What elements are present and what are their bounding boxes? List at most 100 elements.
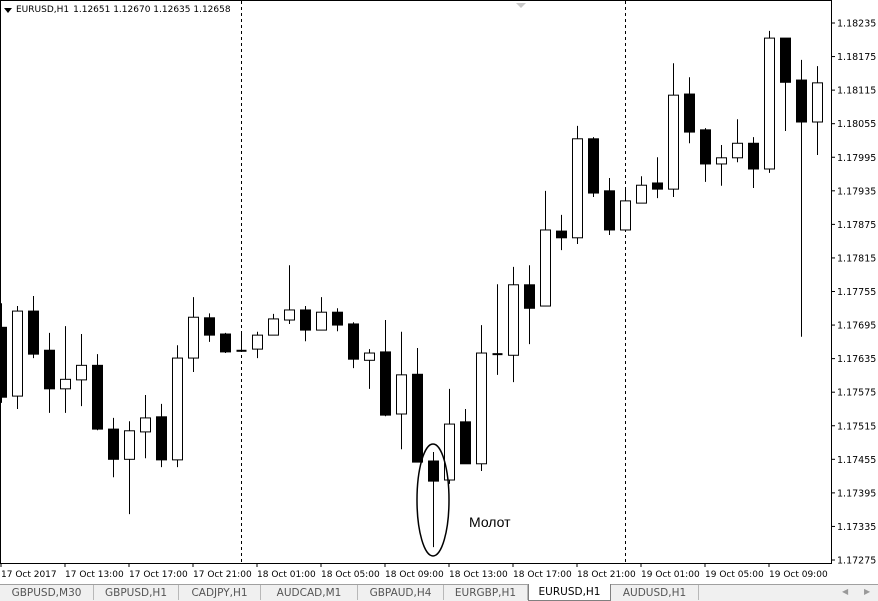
x-tick-label: 18 Oct 17:00 [513, 570, 572, 580]
candle-body [700, 129, 711, 165]
candle [0, 303, 7, 403]
candle-body [364, 352, 375, 361]
candle [268, 313, 279, 336]
tab-eurusd-h1[interactable]: EURUSD,H1 [528, 584, 611, 601]
x-tick-label: 19 Oct 05:00 [705, 570, 764, 580]
chart-tabs: ◀ ▶ GBPUSD,M30 GBPUSD,H1 CADJPY,H1 AUDCAD,M… [0, 584, 878, 601]
candle [140, 394, 151, 459]
candle [188, 297, 199, 373]
candle [812, 66, 823, 156]
y-tick-label: 1.18235 [837, 19, 876, 30]
tab-gbpusd-m30[interactable]: GBPUSD,M30 [0, 585, 94, 600]
candle [252, 331, 263, 359]
candle-body [140, 417, 151, 433]
y-tick-label: 1.17515 [837, 421, 876, 432]
candle-body [796, 79, 807, 123]
candle-body [156, 416, 167, 461]
candle [28, 295, 39, 359]
time-axis[interactable]: 17 Oct 2017 17 Oct 13:00 17 Oct 17:00 17 Oc… [0, 563, 828, 580]
candle [524, 265, 535, 345]
candle [700, 128, 711, 182]
candle [732, 119, 743, 163]
candle-body [684, 93, 695, 133]
tab-eurgbp-h1[interactable]: EURGBP,H1 [444, 585, 528, 600]
candle [204, 313, 215, 342]
candle-body [108, 428, 119, 460]
candle-body [572, 138, 583, 239]
candles [0, 30, 823, 548]
tab-gbpaud-h4[interactable]: GBPAUD,H4 [358, 585, 444, 600]
candle-body [764, 37, 775, 170]
chart-frame [0, 0, 832, 564]
candle-body [172, 357, 183, 461]
candle [508, 266, 519, 383]
ohlc-readout: 1.12651 1.12670 1.12635 1.12658 [73, 5, 231, 15]
x-tick-label: 18 Oct 13:00 [449, 570, 508, 580]
candle [284, 265, 295, 324]
candle [652, 157, 663, 199]
candle-body [604, 190, 615, 231]
y-tick-label: 1.18055 [837, 119, 876, 130]
arrow-left-icon[interactable]: ◀ [842, 587, 849, 596]
y-tick-label: 1.17575 [837, 388, 876, 399]
candle-body [12, 310, 23, 397]
y-tick-label: 1.18115 [837, 86, 876, 97]
candle [108, 417, 119, 478]
annotation-ellipse [416, 443, 450, 557]
x-tick-label: 18 Oct 09:00 [385, 570, 444, 580]
candle [348, 322, 359, 369]
symbol-label: EURUSD,H1 [16, 5, 70, 15]
y-tick-label: 1.17935 [837, 186, 876, 197]
candle-body [332, 311, 343, 326]
candle-body [92, 364, 103, 430]
tab-audcad-m1[interactable]: AUDCAD,M1 [261, 585, 358, 600]
candle [460, 408, 471, 465]
candle-body [348, 323, 359, 360]
candle-body [524, 284, 535, 309]
tab-cadjpy-h1[interactable]: CADJPY,H1 [179, 585, 261, 600]
candle-body [556, 230, 567, 239]
candle-body [812, 82, 823, 123]
candle-body [28, 310, 39, 355]
candle-body [652, 182, 663, 190]
candle [684, 77, 695, 144]
tab-gbpusd-h1[interactable]: GBPUSD,H1 [94, 585, 179, 600]
candle [796, 59, 807, 337]
price-axis[interactable]: 1.18235 1.18175 1.18115 1.18055 1.17995 1.179… [831, 19, 876, 567]
candle-body [476, 352, 487, 465]
candle-body [300, 309, 311, 331]
tab-audusd-h1[interactable]: AUDUSD,H1 [611, 585, 699, 600]
x-tick-label: 17 Oct 21:00 [193, 570, 252, 580]
candle-body [316, 311, 327, 331]
candle-body [716, 157, 727, 165]
candle [716, 144, 727, 186]
candle [396, 331, 407, 450]
candle [380, 320, 391, 417]
x-tick-label: 18 Oct 05:00 [321, 570, 380, 580]
candle [124, 421, 135, 515]
candle-body [284, 309, 295, 321]
annotation-label: Молот [469, 514, 511, 530]
y-tick-label: 1.17335 [837, 522, 876, 533]
chart-header: EURUSD,H1 1.12651 1.12670 1.12635 1.1265… [4, 5, 231, 15]
candle [572, 125, 583, 244]
y-tick-label: 1.17635 [837, 354, 876, 365]
chart-shift-marker-icon[interactable] [516, 3, 526, 8]
candle [492, 284, 503, 375]
candle [300, 306, 311, 342]
candle [556, 214, 567, 251]
candle [60, 326, 71, 413]
candle-body [44, 349, 55, 390]
candle-body [396, 374, 407, 415]
candle-body [204, 317, 215, 336]
candle [316, 297, 327, 331]
x-tick-label: 17 Oct 2017 [1, 570, 57, 580]
candle-body [268, 318, 279, 336]
candle [172, 345, 183, 468]
price-chart[interactable]: 1.18235 1.18175 1.18115 1.18055 1.17995 1.179… [0, 0, 878, 584]
candle [364, 349, 375, 389]
triangle-down-icon[interactable] [4, 7, 12, 13]
arrow-right-icon[interactable]: ▶ [864, 587, 871, 596]
candle [780, 37, 791, 131]
x-tick-label: 17 Oct 13:00 [65, 570, 124, 580]
